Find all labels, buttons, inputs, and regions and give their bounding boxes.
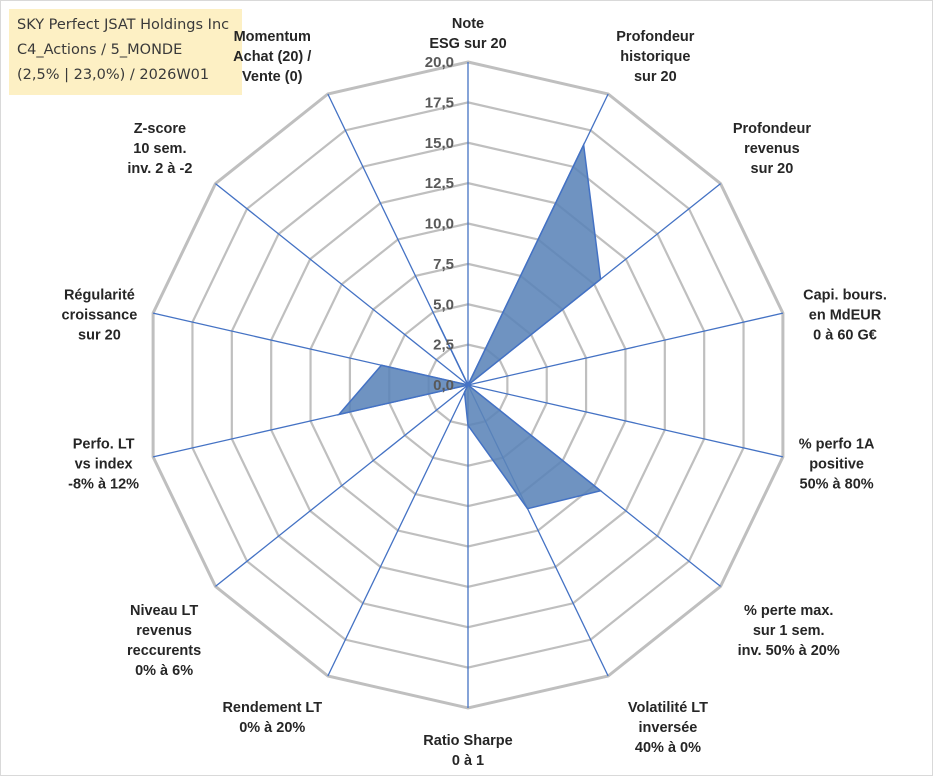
axis-label: Régularité croissance sur 20 xyxy=(62,287,138,343)
series-area xyxy=(336,142,603,510)
tick-label: 12,5 xyxy=(425,175,454,192)
axis-label-line: % perte max. xyxy=(744,603,833,619)
axis-label-line: ESG sur 20 xyxy=(429,36,506,52)
axis-label-line: 0 à 1 xyxy=(452,753,484,769)
tick-label: 20,0 xyxy=(425,54,454,71)
axis-label-line: reccurents xyxy=(127,643,201,659)
axis-label-line: historique xyxy=(620,49,690,65)
axis-label-line: % perfo 1A xyxy=(799,437,875,453)
portfolio-label: C4_Actions / 5_MONDE xyxy=(17,42,183,58)
radar-ticks: 0,0 2,5 5,0 7,5 10,0 12,5 15,0 17,5 20,0 xyxy=(425,54,454,394)
axis-label-line: Régularité xyxy=(64,287,135,303)
axis-label-line: Z-score xyxy=(134,121,186,137)
axis-label-line: 0% à 20% xyxy=(239,720,305,736)
axis-spoke xyxy=(327,384,469,677)
tick-label: 15,0 xyxy=(425,135,454,152)
axis-label-line: sur 20 xyxy=(634,69,677,85)
tick-label: 10,0 xyxy=(425,216,454,233)
axis-spoke xyxy=(215,183,469,386)
axis-label-line: sur 1 sem. xyxy=(753,623,825,639)
axis-label: Volatilité LT inversée 40% à 0% xyxy=(628,700,708,756)
axis-label-line: 50% à 80% xyxy=(800,477,874,493)
axis-label-line: 10 sem. xyxy=(133,141,186,157)
tick-label: 7,5 xyxy=(433,256,454,273)
tick-label: 2,5 xyxy=(433,337,454,354)
axis-label-line: Perfo. LT xyxy=(73,437,135,453)
period-label: (2,5% | 23,0%) / 2026W01 xyxy=(17,67,210,83)
tick-label: 17,5 xyxy=(425,94,454,111)
axis-label-line: Ratio Sharpe xyxy=(423,733,512,749)
axis-label: Z-score 10 sem. inv. 2 à -2 xyxy=(127,121,192,177)
axis-spoke xyxy=(215,384,469,587)
axis-label-line: revenus xyxy=(136,623,192,639)
axis-label-line: positive xyxy=(809,457,864,473)
axis-label-line: Rendement LT xyxy=(222,700,322,716)
radar-axis-labels: Note ESG sur 20 Profondeur historique sur 20… xyxy=(62,16,887,769)
axis-label-line: Capi. bours. xyxy=(803,287,887,303)
axis-label-line: Note xyxy=(452,16,484,32)
axis-label-line: Vente (0) xyxy=(242,69,303,85)
tick-label: 0,0 xyxy=(433,377,454,394)
axis-label: % perte max. sur 1 sem. inv. 50% à 20% xyxy=(738,603,840,659)
axis-spoke xyxy=(467,312,784,386)
axis-label-line: inversée xyxy=(639,720,698,736)
axis-label-line: croissance xyxy=(62,307,138,323)
axis-label-line: revenus xyxy=(744,141,800,157)
company-name: SKY Perfect JSAT Holdings Inc xyxy=(17,17,230,33)
axis-label-line: Achat (20) / xyxy=(233,49,311,65)
axis-label: Perfo. LT vs index -8% à 12% xyxy=(68,437,139,493)
axis-spoke xyxy=(467,384,784,458)
axis-label-line: Profondeur xyxy=(733,121,811,137)
radar-series xyxy=(336,142,603,510)
axis-label-line: sur 20 xyxy=(751,161,794,177)
axis-label-line: 0 à 60 G€ xyxy=(813,327,877,343)
axis-label-line: Volatilité LT xyxy=(628,700,708,716)
axis-label-line: -8% à 12% xyxy=(68,477,139,493)
axis-label-line: Profondeur xyxy=(616,29,694,45)
axis-label-line: en MdEUR xyxy=(809,307,882,323)
axis-label-line: Niveau LT xyxy=(130,603,198,619)
axis-label-line: vs index xyxy=(75,457,133,473)
axis-label: Ratio Sharpe 0 à 1 xyxy=(423,733,512,769)
axis-label: Note ESG sur 20 xyxy=(429,16,506,52)
axis-label-line: sur 20 xyxy=(78,327,121,343)
axis-label: Profondeur historique sur 20 xyxy=(616,29,694,85)
axis-label-line: Momentum xyxy=(234,29,311,45)
tick-label: 5,0 xyxy=(433,296,454,313)
axis-label: Niveau LT revenus reccurents 0% à 6% xyxy=(127,603,201,679)
chart-title-box: SKY Perfect JSAT Holdings Inc C4_Actions… xyxy=(9,9,242,95)
axis-label: % perfo 1A positive 50% à 80% xyxy=(799,437,875,493)
axis-label-line: 0% à 6% xyxy=(135,663,193,679)
axis-label: Momentum Achat (20) / Vente (0) xyxy=(233,29,311,85)
axis-label: Profondeur revenus sur 20 xyxy=(733,121,811,177)
axis-label: Rendement LT 0% à 20% xyxy=(222,700,322,736)
axis-label-line: inv. 2 à -2 xyxy=(127,161,192,177)
axis-label: Capi. bours. en MdEUR 0 à 60 G€ xyxy=(803,287,887,343)
axis-label-line: 40% à 0% xyxy=(635,740,701,756)
axis-label-line: inv. 50% à 20% xyxy=(738,643,840,659)
